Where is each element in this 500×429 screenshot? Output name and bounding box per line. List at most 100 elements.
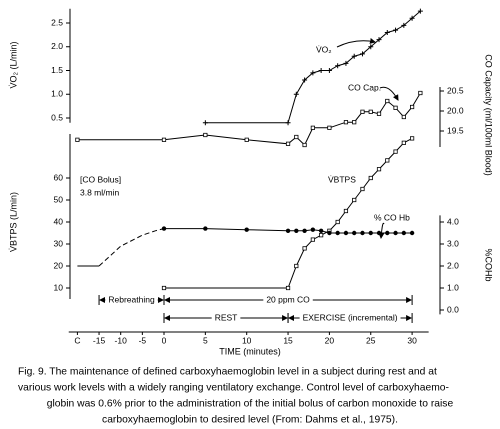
marker [75, 137, 80, 142]
marker [401, 114, 406, 120]
y-tick-label: 0.5 [51, 112, 63, 122]
marker [319, 233, 324, 238]
y-tick-label: 0.0 [447, 304, 459, 314]
marker [335, 63, 341, 69]
marker [335, 230, 340, 236]
y-axis-label: %COHb [484, 248, 494, 281]
marker [385, 230, 390, 236]
phase-label: Rebreathing [108, 294, 155, 304]
marker [376, 111, 382, 116]
annotation: % CO Hb [374, 212, 410, 222]
marker [418, 90, 423, 96]
marker [393, 27, 399, 33]
marker [285, 120, 291, 126]
y-tick-label: 4.0 [447, 216, 459, 226]
marker [360, 109, 365, 114]
marker [285, 141, 291, 146]
y-tick-label: 2.0 [447, 260, 459, 270]
marker [343, 60, 349, 66]
marker [343, 230, 349, 236]
marker [294, 263, 299, 269]
y-tick-label: 2.0 [51, 41, 63, 51]
marker [310, 125, 315, 130]
y-tick-label: 50 [54, 194, 64, 204]
y-axis-label: V̇BTPS (L/min) [8, 192, 18, 252]
marker [359, 51, 365, 57]
x-tick-label: 5 [203, 335, 208, 345]
marker [368, 230, 373, 236]
marker [335, 219, 340, 225]
marker [310, 237, 315, 242]
phase-label: 20 ppm CO [266, 294, 310, 304]
marker [203, 226, 208, 231]
marker [368, 175, 373, 181]
marker [393, 105, 398, 110]
y-tick-label: 60 [54, 172, 64, 182]
marker [401, 22, 407, 28]
marker [203, 132, 208, 138]
marker [343, 120, 349, 125]
marker [351, 53, 357, 59]
x-tick-label: -5 [139, 335, 147, 345]
x-tick-label: -10 [115, 335, 128, 345]
marker [376, 167, 382, 172]
annotation: CO Cap. [348, 82, 381, 92]
caption-line: carboxyhaemoglobin to desired level (Fro… [102, 415, 398, 426]
annotation-arrow [378, 222, 385, 239]
marker [360, 230, 365, 236]
series-line [77, 92, 421, 146]
marker [409, 136, 415, 141]
marker [294, 228, 299, 233]
marker [202, 120, 208, 126]
marker [244, 227, 249, 232]
x-tick-label: 0 [162, 335, 167, 345]
y-tick-label: 20.5 [447, 85, 464, 95]
marker [343, 208, 349, 214]
marker [352, 230, 357, 236]
annotation-arrow [379, 86, 399, 101]
marker [310, 227, 316, 232]
marker [294, 134, 299, 140]
y-tick-label: 10 [54, 282, 64, 292]
caption-line: various work levels with a widely rangin… [18, 383, 449, 394]
marker [385, 158, 390, 163]
marker [161, 226, 167, 231]
marker [161, 285, 167, 291]
marker [302, 77, 308, 83]
annotation: [CO Bolus] [80, 174, 121, 184]
marker [376, 37, 382, 43]
x-axis-label: TIME (minutes) [219, 346, 281, 356]
marker [417, 8, 423, 14]
series-line [205, 10, 421, 124]
marker [327, 230, 332, 236]
annotation: V̇BTPS [328, 174, 356, 184]
marker [368, 44, 374, 50]
marker [285, 285, 291, 291]
marker [401, 140, 406, 145]
x-tick-label: 10 [242, 335, 252, 345]
marker [293, 91, 299, 97]
x-tick-label: 20 [325, 335, 335, 345]
y-axis-label: CO Capacity (ml/100ml Blood) [484, 54, 494, 176]
x-tick-label: 30 [407, 335, 417, 345]
y-tick-label: 1.5 [51, 65, 63, 75]
y-tick-label: 1.0 [447, 282, 459, 292]
marker [409, 104, 415, 110]
marker [244, 137, 249, 142]
y-tick-label: 1.0 [51, 89, 63, 99]
x-tick-label: 25 [366, 335, 376, 345]
annotation-arrow [336, 38, 376, 48]
marker [326, 68, 332, 73]
marker [352, 120, 357, 125]
marker [310, 70, 316, 76]
marker [393, 149, 398, 154]
phase-label: EXERCISE (incremental) [303, 312, 398, 322]
y-tick-label: 20.0 [447, 105, 464, 115]
phase-label: REST [215, 312, 238, 322]
series-line [98, 228, 165, 267]
marker [384, 30, 390, 35]
marker [368, 109, 373, 114]
x-tick-label: C [74, 335, 80, 345]
caption-line: globin was 0.6% prior to the administrat… [47, 399, 454, 410]
